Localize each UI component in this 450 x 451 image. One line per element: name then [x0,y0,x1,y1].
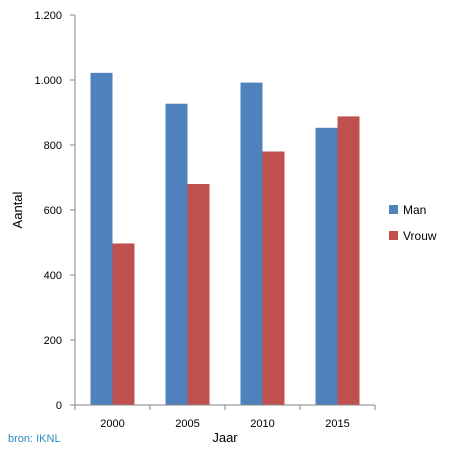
bar-man-2015 [315,127,338,406]
bar-vrouw-2005 [187,184,210,405]
x-tick-label: 2005 [175,418,199,430]
y-ticks: 0 200 400 600 800 1.000 1.200 [34,10,75,412]
bars-layer [90,72,360,406]
y-tick-label: 600 [44,205,62,217]
y-tick-label: 1.200 [34,10,62,22]
bar-man-2005 [165,103,188,405]
x-tick-label: 2010 [250,418,274,430]
bar-vrouw-2010 [262,151,285,405]
legend: Man Vrouw [389,203,437,243]
y-tick-label: 1.000 [34,75,62,87]
legend-label-vrouw: Vrouw [403,229,437,243]
y-tick-label: 400 [44,270,62,282]
y-tick-label: 0 [56,400,62,412]
bar-vrouw-2015 [337,116,360,406]
bar-man-2000 [90,72,113,405]
x-tick-label: 2015 [325,418,349,430]
x-tick-label: 2000 [100,418,124,430]
x-axis-label: Jaar [212,430,238,445]
bar-man-2010 [240,82,263,405]
x-ticks: 2000 2005 2010 2015 [74,405,376,430]
y-tick-label: 200 [44,335,62,347]
y-axis-label: Aantal [10,191,25,228]
bar-vrouw-2000 [112,243,135,405]
legend-swatch-vrouw [389,231,398,240]
source-note: bron: IKNL [8,433,61,445]
legend-swatch-man [389,205,398,214]
y-tick-label: 800 [44,140,62,152]
legend-label-man: Man [403,203,426,217]
